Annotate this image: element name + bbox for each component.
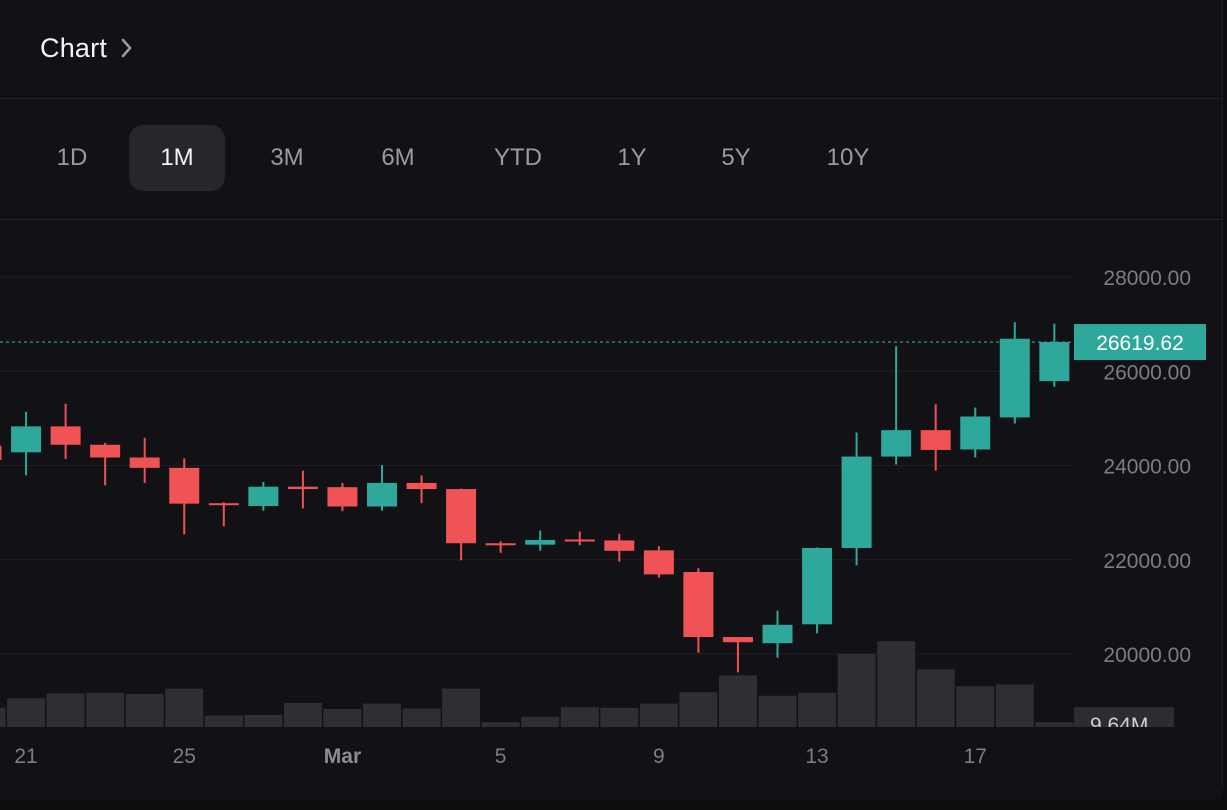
candle-body <box>841 456 872 548</box>
volume-bar <box>758 695 797 727</box>
candle-body <box>446 489 477 544</box>
volume-tag <box>1074 707 1174 727</box>
volume-bar <box>46 693 85 727</box>
volume-bar <box>600 707 639 727</box>
candle-body <box>881 430 912 457</box>
x-tick-label: 9 <box>653 745 665 768</box>
volume-bar <box>679 692 718 727</box>
volume-bar <box>521 716 560 727</box>
y-tick-label: 22000.00 <box>1103 550 1191 573</box>
tab-1m[interactable]: 1M <box>129 125 225 191</box>
candle-body <box>999 338 1030 418</box>
tab-ytd[interactable]: YTD <box>494 144 542 171</box>
volume-bar <box>283 703 322 727</box>
y-tick-label: 20000.00 <box>1103 644 1191 667</box>
volume-bar <box>995 684 1034 727</box>
volume-bar <box>442 688 481 727</box>
volume-bar <box>1035 722 1074 727</box>
volume-bar <box>125 694 164 727</box>
tab-1d[interactable]: 1D <box>56 144 88 171</box>
candle-body <box>208 503 239 506</box>
volume-bar <box>837 653 876 727</box>
x-tick-label: 25 <box>173 745 196 768</box>
x-tick-label: 5 <box>495 745 507 768</box>
candle-body <box>802 547 833 625</box>
volume-bar <box>323 709 362 727</box>
chart-title: Chart <box>40 33 108 63</box>
volume-bar <box>639 703 678 727</box>
volume-bar <box>86 692 125 727</box>
tab-5y[interactable]: 5Y <box>721 144 751 171</box>
x-tick-label: Mar <box>324 745 361 768</box>
chart-title-link[interactable]: Chart <box>40 33 133 64</box>
volume-bar <box>0 707 6 727</box>
volume-bar <box>363 703 401 727</box>
x-tick-label: 21 <box>14 745 37 768</box>
chart-header: Chart <box>0 0 1222 99</box>
x-tick-label: 13 <box>805 745 828 768</box>
tab-10y[interactable]: 10Y <box>826 144 870 171</box>
x-axis-band <box>0 727 1222 798</box>
candle-body <box>0 445 2 460</box>
volume-bar <box>877 641 916 727</box>
volume-bar <box>244 715 283 727</box>
candle-body <box>367 482 397 507</box>
candle-body <box>287 486 318 490</box>
volume-bar <box>718 675 757 727</box>
candle-body <box>485 543 516 546</box>
candle-body <box>564 539 595 542</box>
candle-body <box>406 482 437 490</box>
candle-body <box>960 416 991 450</box>
chevron-right-icon <box>121 38 133 63</box>
candle-body <box>129 457 160 468</box>
y-tick-label: 24000.00 <box>1103 456 1191 479</box>
candle-body <box>683 572 714 638</box>
candle-body <box>1039 342 1070 382</box>
volume-bar <box>956 686 995 727</box>
x-tick-label: 17 <box>964 745 987 768</box>
last-price-tag <box>1074 324 1206 361</box>
candle-body <box>50 426 81 445</box>
volume-bar <box>560 707 599 727</box>
last-price-label: 26619.62 <box>1096 332 1184 355</box>
volume-bar <box>7 698 46 727</box>
candle-body <box>11 426 42 453</box>
volume-bar <box>402 708 441 727</box>
candle-body <box>248 486 279 507</box>
candle-body <box>525 539 556 545</box>
tab-3m[interactable]: 3M <box>270 144 304 171</box>
candlestick-chart[interactable]: 28000.00 26000.00 24000.00 22000.00 20000.00… <box>0 220 1222 798</box>
volume-bar <box>798 692 837 727</box>
tab-6m[interactable]: 6M <box>381 144 415 171</box>
volume-bar <box>916 669 955 727</box>
volume-bar <box>165 688 204 727</box>
volume-bar <box>204 715 243 727</box>
candle-body <box>169 467 200 504</box>
tab-1y[interactable]: 1Y <box>617 144 647 171</box>
y-tick-label: 26000.00 <box>1103 361 1191 384</box>
candle-body <box>90 444 121 458</box>
range-tabs: 1D 1M 3M 6M YTD 1Y 5Y 10Y <box>0 99 1222 220</box>
candle-body <box>920 430 951 450</box>
candle-body <box>604 540 635 551</box>
volume-bar <box>481 722 520 727</box>
y-tick-label: 28000.00 <box>1103 267 1191 290</box>
candle-body <box>722 637 753 643</box>
candle-body <box>643 550 674 575</box>
candle-body <box>762 624 793 644</box>
candle-body <box>327 487 358 507</box>
